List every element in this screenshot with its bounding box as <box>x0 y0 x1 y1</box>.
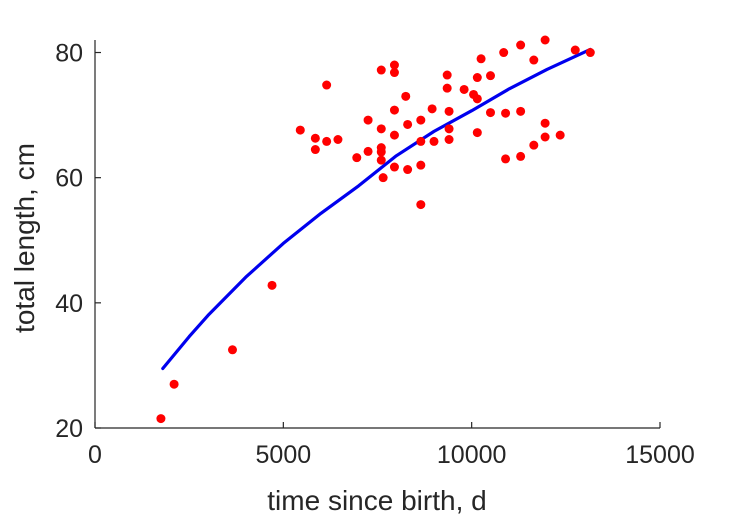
data-point <box>322 80 332 90</box>
data-point <box>378 173 388 183</box>
data-point <box>529 55 539 65</box>
data-point <box>376 155 386 165</box>
data-point <box>476 54 486 64</box>
data-point <box>444 135 454 145</box>
data-point <box>486 71 495 81</box>
data-point <box>540 132 550 142</box>
data-point <box>529 140 539 150</box>
y-tick-label: 60 <box>55 165 83 193</box>
data-point <box>416 136 426 146</box>
data-point <box>516 151 526 161</box>
data-point <box>403 165 413 175</box>
x-tick-label: 5000 <box>256 441 312 469</box>
data-point <box>227 345 237 355</box>
data-point <box>295 125 305 135</box>
data-point <box>363 146 373 156</box>
data-point <box>540 118 550 128</box>
fit-curve <box>161 47 592 371</box>
data-point <box>389 60 399 70</box>
data-point <box>570 45 580 55</box>
data-point <box>444 124 454 134</box>
data-point <box>499 48 509 58</box>
data-point <box>486 108 495 118</box>
data-point <box>416 160 426 170</box>
data-point <box>389 105 399 115</box>
axes <box>94 40 661 429</box>
data-point <box>427 104 437 114</box>
data-point <box>472 128 482 138</box>
data-point <box>516 106 526 116</box>
data-point <box>472 73 482 83</box>
data-point <box>333 135 343 145</box>
data-point <box>501 154 511 164</box>
data-point <box>416 200 426 210</box>
data-point <box>310 133 320 143</box>
data-point <box>403 119 413 129</box>
data-point <box>376 147 386 157</box>
data-point <box>429 136 439 146</box>
data-point <box>442 83 452 93</box>
x-tick-label: 0 <box>88 441 102 469</box>
data-point <box>501 108 511 118</box>
y-axis-label: total length, cm <box>9 143 40 333</box>
data-point <box>444 106 454 116</box>
data-point <box>472 94 482 104</box>
scatter-points <box>156 35 595 424</box>
data-point <box>555 130 565 140</box>
data-point <box>156 414 166 424</box>
y-tick-label: 40 <box>55 290 83 318</box>
data-point <box>585 48 595 58</box>
data-point <box>352 153 362 163</box>
data-point <box>363 115 373 125</box>
x-tick-label: 15000 <box>625 441 695 469</box>
data-point <box>322 136 332 146</box>
data-point <box>389 130 399 140</box>
fit-curve-line <box>161 47 592 371</box>
x-tick-label: 10000 <box>437 441 507 469</box>
data-point <box>389 162 399 172</box>
data-point <box>540 35 550 45</box>
x-axis-label: time since birth, d <box>267 485 486 516</box>
data-point <box>516 40 526 50</box>
data-point <box>310 145 320 155</box>
data-point <box>416 115 426 125</box>
data-point <box>267 280 277 290</box>
data-point <box>376 124 386 134</box>
data-point <box>376 65 386 75</box>
data-point <box>169 379 179 389</box>
tick-labels: 0 5000 10000 15000 20 40 60 80 <box>55 40 695 469</box>
data-point <box>401 91 411 101</box>
data-point <box>459 84 469 94</box>
y-tick-label: 80 <box>55 40 83 68</box>
y-tick-label: 20 <box>55 415 83 443</box>
data-point <box>442 70 452 80</box>
data-point <box>389 68 399 78</box>
